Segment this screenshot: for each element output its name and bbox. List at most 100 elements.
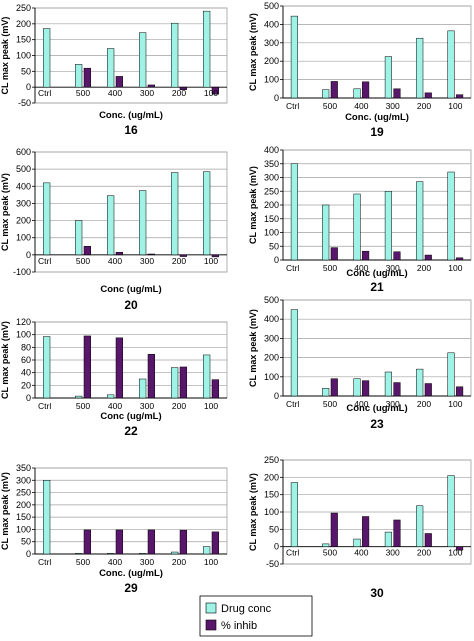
bar-drug-conc <box>322 204 330 261</box>
y-tick-label: 100 <box>16 524 31 534</box>
y-tick-label: -50 <box>266 559 279 569</box>
x-tick-label: 400 <box>354 548 368 558</box>
y-tick-label: 300 <box>16 198 31 208</box>
x-tick-label: 200 <box>172 256 186 266</box>
y-tick-label: 150 <box>16 512 31 522</box>
y-tick-label: 250 <box>16 3 31 13</box>
bar-drug-conc <box>290 482 298 547</box>
bar-inhib <box>83 67 91 88</box>
bar-drug-conc <box>75 395 83 399</box>
bar-drug-conc <box>416 505 424 547</box>
chart-panel-30: -50 0 50 100 150 200 250 Ctrl 500 400 300 200 100 CL … <box>248 455 472 600</box>
x-tick-label: 500 <box>76 557 90 567</box>
bar-drug-conc <box>322 89 330 99</box>
x-tick-label: Ctrl <box>286 399 299 409</box>
bar-inhib <box>330 512 338 547</box>
x-tick-label: 100 <box>204 88 218 98</box>
x-axis-label: Conc (ug/mL) <box>346 403 407 414</box>
y-tick-label: 150 <box>16 35 31 45</box>
x-tick-label: 100 <box>448 548 462 558</box>
x-tick-label: Ctrl <box>38 256 51 266</box>
x-tick-label: 200 <box>417 263 431 273</box>
y-tick-label: 250 <box>264 186 279 196</box>
y-tick-label: 200 <box>16 216 31 226</box>
x-tick-label: 300 <box>140 401 154 411</box>
bar-inhib <box>147 529 155 555</box>
bar-inhib <box>393 251 401 261</box>
x-tick-label: 400 <box>108 401 122 411</box>
y-axis-label: CL max peak (mV) <box>248 166 258 244</box>
x-axis-label: Conc (ug/mL) <box>100 411 161 422</box>
x-tick-label: 500 <box>76 256 90 266</box>
x-tick-label: 100 <box>448 399 462 409</box>
x-axis-label: Conc (ug/mL) <box>100 284 161 295</box>
x-axis-label: Conc. (ug/mL) <box>99 568 163 579</box>
y-axis-label: CL max peak (mV) <box>248 309 258 387</box>
chart-number: 20 <box>124 298 138 312</box>
y-axis-label: CL max peak (mV) <box>0 472 10 550</box>
bar-drug-conc <box>322 388 330 397</box>
x-tick-label: 400 <box>354 263 368 273</box>
y-tick-label: 100 <box>264 372 279 382</box>
bar-drug-conc <box>322 543 330 547</box>
y-tick-label: 100 <box>16 330 31 340</box>
y-tick-label: 80 <box>21 342 31 352</box>
x-tick-label: 100 <box>204 557 218 567</box>
y-tick-label: 200 <box>16 19 31 29</box>
y-tick-label: 150 <box>264 214 279 224</box>
bar-inhib <box>147 354 155 399</box>
y-tick-label: 0 <box>274 542 279 552</box>
x-tick-label: Ctrl <box>286 263 299 273</box>
y-tick-label: 300 <box>16 475 31 485</box>
y-tick-label: 100 <box>264 228 279 238</box>
y-tick-label: 60 <box>21 355 31 365</box>
plot-area <box>34 467 228 555</box>
bar-drug-conc <box>75 220 83 256</box>
bar-inhib <box>330 81 338 99</box>
bar-inhib <box>424 92 432 99</box>
bar-drug-conc <box>203 354 211 399</box>
bar-inhib <box>456 546 464 551</box>
chart-number: 30 <box>370 586 384 600</box>
bar-drug-conc <box>384 191 392 261</box>
bar-inhib <box>362 81 370 99</box>
x-tick-label: 200 <box>172 401 186 411</box>
y-axis-label: CL max peak (mV) <box>0 173 10 251</box>
bar-inhib <box>179 366 187 399</box>
x-tick-label: 300 <box>386 263 400 273</box>
bar-drug-conc <box>290 309 298 397</box>
bar-drug-conc <box>107 394 115 399</box>
bar-drug-conc <box>353 378 361 397</box>
x-tick-label: 400 <box>108 256 122 266</box>
y-tick-label: 200 <box>264 353 279 363</box>
bar-drug-conc <box>43 480 51 555</box>
bar-drug-conc <box>139 32 147 88</box>
x-tick-label: 400 <box>108 557 122 567</box>
x-tick-label: 300 <box>386 101 400 111</box>
bar-inhib <box>147 84 155 88</box>
x-tick-label: Ctrl <box>286 548 299 558</box>
x-tick-label: 200 <box>417 101 431 111</box>
x-tick-label: 300 <box>386 548 400 558</box>
y-tick-label: 250 <box>16 488 31 498</box>
bar-drug-conc <box>353 88 361 99</box>
y-tick-label: 40 <box>21 368 31 378</box>
x-axis-label: Conc (ug/mL) <box>346 268 407 279</box>
bar-drug-conc <box>171 172 179 256</box>
x-tick-label: Ctrl <box>286 101 299 111</box>
legend-box <box>199 595 313 637</box>
bar-inhib <box>456 257 464 261</box>
chart-panel-20: -100 0 100 200 300 400 500 600 Ctrl 500 400 300 200 1… <box>0 147 228 312</box>
x-tick-label: 200 <box>417 399 431 409</box>
bar-drug-conc <box>416 37 424 99</box>
bar-drug-conc <box>75 553 83 555</box>
x-tick-label: 300 <box>140 88 154 98</box>
y-tick-label: 300 <box>264 173 279 183</box>
bar-drug-conc <box>447 475 455 547</box>
y-tick-label: 350 <box>264 159 279 169</box>
bar-drug-conc <box>107 48 115 88</box>
bar-drug-conc <box>107 553 115 555</box>
y-tick-label: 100 <box>264 507 279 517</box>
legend-label-inhib: % inhib <box>221 620 257 632</box>
x-axis-label: Conc. (ug/mL) <box>345 112 409 123</box>
